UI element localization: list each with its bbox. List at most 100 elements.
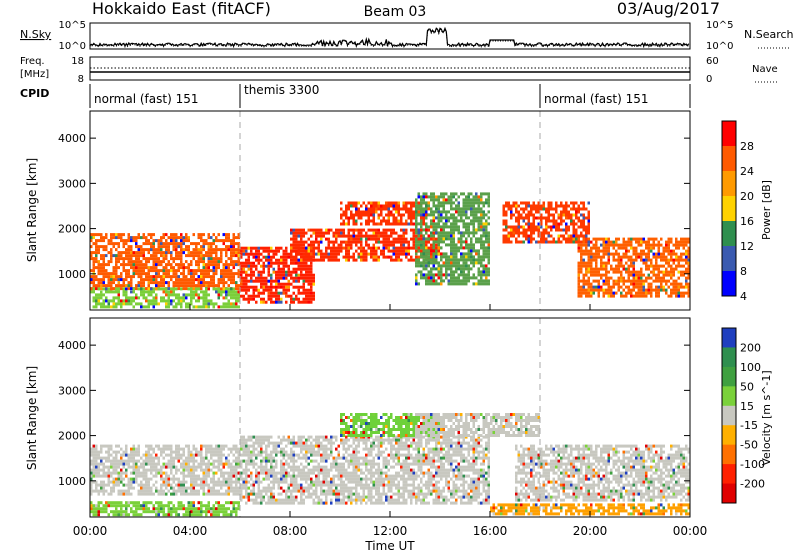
velocity-cell bbox=[200, 459, 203, 463]
power-cell bbox=[415, 219, 418, 223]
power-cell bbox=[457, 267, 460, 271]
velocity-cell bbox=[222, 447, 225, 451]
power-cell bbox=[437, 210, 440, 214]
velocity-cell bbox=[185, 489, 188, 493]
power-cell bbox=[450, 207, 453, 211]
power-cell bbox=[240, 264, 243, 268]
velocity-cell bbox=[152, 483, 155, 487]
power-cell bbox=[200, 251, 203, 255]
velocity-cell bbox=[177, 450, 180, 454]
power-cell bbox=[117, 245, 120, 249]
power-cell bbox=[437, 219, 440, 223]
power-cell bbox=[347, 240, 350, 244]
velocity-cell bbox=[210, 492, 213, 496]
power-cell bbox=[262, 282, 265, 286]
power-cell bbox=[682, 258, 685, 262]
power-cell bbox=[485, 240, 488, 244]
power-cell bbox=[140, 236, 143, 240]
power-cell bbox=[300, 267, 303, 271]
velocity-cell bbox=[145, 456, 148, 460]
power-cell bbox=[375, 237, 378, 241]
power-cell bbox=[345, 258, 348, 262]
velocity-cell bbox=[137, 492, 140, 496]
power-cell bbox=[642, 279, 645, 283]
power-cell bbox=[265, 246, 268, 250]
power-cell bbox=[117, 266, 120, 270]
velocity-cell bbox=[180, 453, 183, 457]
power-cell bbox=[102, 254, 105, 258]
power-cell bbox=[457, 258, 460, 262]
power-cell bbox=[180, 287, 183, 291]
power-cell bbox=[422, 234, 425, 238]
power-cell bbox=[452, 192, 455, 196]
power-cell bbox=[212, 257, 215, 261]
power-cell bbox=[662, 249, 665, 253]
velocity-cell bbox=[182, 477, 185, 481]
power-cell bbox=[465, 195, 468, 199]
power-cell bbox=[657, 273, 660, 277]
velocity-cell bbox=[202, 459, 205, 463]
power-cell bbox=[157, 251, 160, 255]
power-cell bbox=[650, 276, 653, 280]
power-cell bbox=[587, 258, 590, 262]
power-cell bbox=[672, 261, 675, 265]
power-cell bbox=[642, 291, 645, 295]
power-cell bbox=[467, 264, 470, 268]
power-cell bbox=[162, 278, 165, 282]
velocity-cell bbox=[105, 510, 108, 514]
power-cell bbox=[120, 302, 123, 306]
velocity-cell bbox=[180, 486, 183, 490]
power-cell bbox=[440, 231, 443, 235]
power-cell bbox=[207, 272, 210, 276]
power-cell bbox=[312, 246, 315, 250]
power-cell bbox=[467, 201, 470, 205]
power-cell bbox=[220, 281, 223, 285]
power-cell bbox=[122, 239, 125, 243]
velocity-cell bbox=[97, 474, 100, 478]
velocity-cell bbox=[170, 462, 173, 466]
power-cell bbox=[582, 213, 585, 217]
power-cell bbox=[160, 242, 163, 246]
velocity-cell bbox=[107, 513, 110, 517]
power-cell bbox=[507, 231, 510, 235]
power-cell bbox=[437, 207, 440, 211]
power-cell bbox=[415, 234, 418, 238]
power-cell bbox=[240, 267, 243, 271]
power-cell bbox=[585, 261, 588, 265]
power-cell bbox=[540, 207, 543, 211]
power-cell bbox=[657, 276, 660, 280]
velocity-cell bbox=[155, 513, 158, 517]
power-cell bbox=[515, 231, 518, 235]
power-cell bbox=[477, 249, 480, 253]
power-cell bbox=[210, 302, 213, 306]
power-cell bbox=[565, 225, 568, 229]
power-cell bbox=[450, 258, 453, 262]
velocity-cell bbox=[250, 435, 253, 439]
velocity-cell bbox=[207, 444, 210, 448]
power-cell bbox=[480, 222, 483, 226]
power-cell bbox=[427, 258, 430, 262]
velocity-cell bbox=[250, 456, 253, 460]
power-cell bbox=[457, 240, 460, 244]
power-cell bbox=[270, 282, 273, 286]
velocity-cell bbox=[185, 510, 188, 514]
power-cell bbox=[347, 249, 350, 253]
power-cell bbox=[432, 198, 435, 202]
velocity-cell bbox=[225, 459, 228, 463]
power-cell bbox=[175, 257, 178, 261]
power-cell bbox=[302, 228, 305, 232]
power-cell bbox=[675, 255, 678, 259]
power-cell bbox=[537, 207, 540, 211]
power-cell bbox=[295, 237, 298, 241]
power-cell bbox=[190, 260, 193, 264]
power-cell bbox=[582, 261, 585, 265]
power-cell bbox=[247, 297, 250, 301]
power-cell bbox=[135, 272, 138, 276]
velocity-cell bbox=[242, 486, 245, 490]
velocity-cell bbox=[95, 513, 98, 517]
power-cell bbox=[182, 248, 185, 252]
power-cell bbox=[382, 252, 385, 256]
power-cell bbox=[400, 234, 403, 238]
power-cell bbox=[507, 240, 510, 244]
power-cell bbox=[407, 201, 410, 205]
